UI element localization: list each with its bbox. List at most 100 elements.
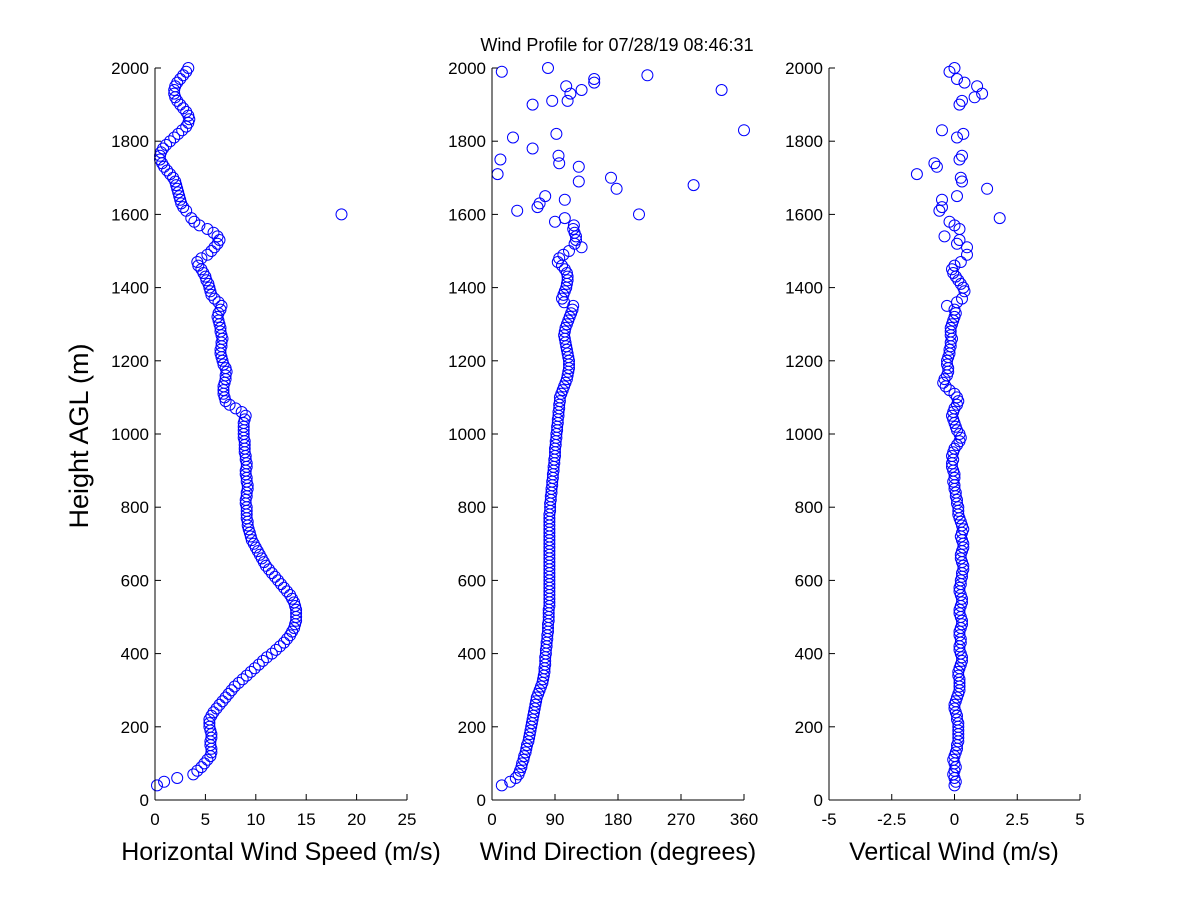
panel-1-point xyxy=(511,204,524,217)
panel-2-point xyxy=(941,358,953,371)
panel-1-point xyxy=(495,779,508,792)
panel-2-point xyxy=(952,669,965,682)
panel-2-point xyxy=(953,98,966,111)
panel-0-ytick-label: 0 xyxy=(140,791,149,810)
panel-0-point xyxy=(203,717,216,730)
panel-2-point xyxy=(938,230,951,243)
panel-2-xtick-label: -2.5 xyxy=(877,810,906,829)
panel-1-point xyxy=(715,84,728,96)
panel-0-point xyxy=(207,226,220,239)
panel-0-point xyxy=(248,662,261,675)
panel-0-point xyxy=(216,695,229,708)
panel-2-ytick-label: 1000 xyxy=(785,425,823,444)
panel-0-point xyxy=(229,402,242,415)
panel-2-point xyxy=(910,168,923,181)
panel-2-ytick-label: 600 xyxy=(795,571,823,590)
panel-0-point xyxy=(168,87,181,100)
panel-2-ytick-label: 200 xyxy=(795,718,823,737)
panel-1-ytick-label: 0 xyxy=(477,791,486,810)
panel-2-xtick-label: -5 xyxy=(821,810,836,829)
panel-1-point xyxy=(515,761,528,774)
panel-1-ytick-label: 1400 xyxy=(448,279,486,298)
panel-2-point xyxy=(954,256,967,268)
panel-0-point xyxy=(188,215,201,228)
panel-1-xtick-label: 90 xyxy=(546,810,565,829)
panel-1-point xyxy=(572,160,585,173)
panel-horizontal-wind-speed: 0 5 10 15 20 25 0 200 400 600 800 1000 1200 1400 1600… xyxy=(64,59,441,866)
panel-1-point xyxy=(575,84,588,96)
panel-2-point xyxy=(953,428,966,440)
panel-1-point xyxy=(553,157,566,170)
panel-0-point xyxy=(205,245,218,257)
panel-0-point xyxy=(158,775,171,788)
panel-2-point xyxy=(951,73,963,85)
panel-0-point xyxy=(191,256,204,268)
panel-0-point xyxy=(167,171,180,184)
panel-2-point xyxy=(956,654,968,667)
panel-1-ytick-label: 1800 xyxy=(448,132,486,151)
panel-2-point xyxy=(948,402,961,415)
panel-0-point xyxy=(201,223,214,235)
panel-1-xtick-label: 180 xyxy=(604,810,632,829)
panel-1-xtick-label: 360 xyxy=(730,810,758,829)
panel-0-xtick-label: 5 xyxy=(201,810,210,829)
panel-1-point xyxy=(542,62,554,74)
panel-2-point xyxy=(971,80,984,93)
panel-0-point xyxy=(244,665,257,678)
panel-2-point xyxy=(951,131,963,144)
panel-1-point xyxy=(561,94,574,107)
panel-0-ytick-label: 1800 xyxy=(111,132,149,151)
panel-0-point xyxy=(168,131,181,144)
panel-1-point xyxy=(567,219,580,232)
panel-0-ytick-label: 2000 xyxy=(111,59,149,78)
panel-1-point xyxy=(526,98,539,111)
panel-0-point xyxy=(160,138,173,151)
panel-1-point xyxy=(494,153,507,166)
panel-0-ytick-label: 800 xyxy=(121,498,149,517)
panel-1-ytick-label: 2000 xyxy=(448,59,486,78)
panel-2-point xyxy=(958,76,971,89)
panel-2-ytick-label: 1600 xyxy=(785,205,823,224)
panel-1-point xyxy=(519,746,532,759)
panel-0-point xyxy=(164,168,177,181)
panel-1-point xyxy=(558,263,571,276)
panel-0-point xyxy=(232,676,245,689)
panel-0-ytick-label: 1400 xyxy=(111,279,149,298)
panel-2-point xyxy=(957,563,970,576)
panel-0-point xyxy=(272,574,284,587)
panel-2-point xyxy=(948,259,961,272)
panel-1-point xyxy=(738,124,750,137)
panel-1-point xyxy=(561,270,574,283)
panel-0-point xyxy=(284,589,297,601)
panel-1-ytick-label: 1000 xyxy=(448,425,486,444)
panel-0-point xyxy=(177,102,190,115)
panel-0-point xyxy=(239,409,252,422)
panel-0-point xyxy=(174,73,187,85)
panel-1-point xyxy=(641,69,654,82)
panel-1-point xyxy=(687,179,700,192)
panel-1-point xyxy=(558,329,571,342)
panel-0-point xyxy=(208,292,221,305)
panel-1-ytick-label: 600 xyxy=(458,571,486,590)
panel-2-xtick-label: 0 xyxy=(950,810,959,829)
panel-2-point xyxy=(957,127,970,140)
panel-1-point xyxy=(517,753,530,766)
panel-0-point xyxy=(219,691,232,704)
panel-2-point xyxy=(948,303,961,316)
panel-0-point xyxy=(219,362,232,375)
panel-2-point xyxy=(953,629,966,642)
panel-2-point xyxy=(943,384,956,397)
panel-0-points xyxy=(151,62,348,792)
panel-2-ytick-label: 1800 xyxy=(785,132,823,151)
panel-0-point xyxy=(274,640,286,653)
panel-0-xtick-label: 0 xyxy=(150,810,159,829)
panel-0-point xyxy=(151,779,163,792)
panel-1-point xyxy=(633,208,645,221)
panel-1-point xyxy=(526,142,539,155)
panel-2-ytick-label: 400 xyxy=(795,645,823,664)
panel-0-point xyxy=(265,647,278,660)
panel-1-point xyxy=(546,94,559,107)
panel-0-point xyxy=(164,135,177,148)
panel-0-point xyxy=(198,757,211,770)
